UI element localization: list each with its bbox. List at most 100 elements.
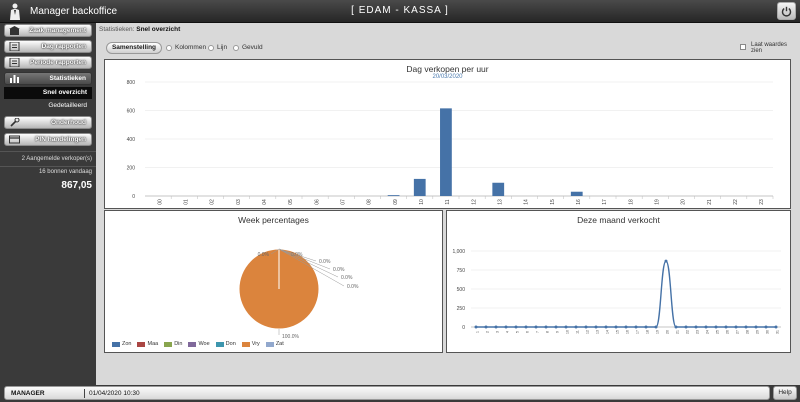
x-tick-label: 16 <box>576 199 582 205</box>
submenu-snel-overzicht[interactable]: Snel overzicht <box>4 87 92 99</box>
menu-statistieken[interactable]: Statistieken <box>4 72 92 85</box>
radio-label: Lijn <box>217 44 228 51</box>
data-point <box>544 325 548 329</box>
legend-label: Don <box>225 341 236 347</box>
x-tick-label: 30 <box>765 330 769 334</box>
data-point <box>664 259 668 263</box>
legend-swatch <box>265 341 274 347</box>
data-point <box>494 325 498 329</box>
hourly-bar-chart: 0 200 400 600 800 00 01 02 03 04 05 06 07 08 09 10 11 12 1… <box>127 80 774 205</box>
series-line <box>475 260 776 328</box>
x-tick-label: 03 <box>236 199 242 205</box>
x-tick-label: 18 <box>645 330 649 334</box>
chart-title: Week percentages <box>238 215 309 225</box>
data-point <box>594 325 598 329</box>
data-point <box>484 325 488 329</box>
show-values-checkbox[interactable] <box>740 44 746 50</box>
legend-item[interactable]: Vry <box>241 341 260 347</box>
separator <box>84 389 85 398</box>
legend-item[interactable]: Woe <box>188 341 210 347</box>
x-tick-label: 22 <box>685 330 689 334</box>
menu-label: Dag rapporten <box>41 43 86 50</box>
menu-zaak-management[interactable]: Zaak management <box>4 24 92 37</box>
legend-item[interactable]: Din <box>164 341 182 347</box>
show-values-line2: zien <box>751 48 763 54</box>
pie-value-label: 0.0% <box>258 252 270 258</box>
x-tick-label: 14 <box>605 330 609 334</box>
sales-total: 867,05 <box>61 180 92 191</box>
data-point <box>474 325 478 329</box>
data-point <box>554 325 558 329</box>
data-point <box>504 325 508 329</box>
radio-lijn[interactable]: Lijn <box>208 44 227 51</box>
x-tick-label: 00 <box>157 199 163 205</box>
bar-chart-icon <box>10 75 19 83</box>
x-tick-label: 20 <box>665 330 669 334</box>
y-tick-label: 750 <box>457 268 466 274</box>
x-tick-label: 4 <box>505 331 509 333</box>
menu-dag-rapporten[interactable]: Dag rapporten <box>4 40 92 53</box>
report-icon <box>9 42 20 51</box>
pie-value-label: 0.0% <box>341 275 353 281</box>
week-pie-chart: 0.0%0.0%0.0%0.0%0.0%100.0%0.0% <box>238 248 359 339</box>
user-box: MANAGER 01/04/2020 10:30 <box>4 386 770 400</box>
bar <box>440 108 452 196</box>
legend-item[interactable]: Zon <box>112 341 131 347</box>
x-tick-label: 18 <box>628 199 634 205</box>
submenu-gedetailleerd[interactable]: Gedetailleerd <box>4 100 92 112</box>
radio-gevuld[interactable]: Gevuld <box>233 44 263 51</box>
legend-label: Maa <box>147 341 159 347</box>
x-tick-label: 10 <box>419 199 425 205</box>
radio-circle-icon <box>166 44 172 51</box>
data-point <box>514 325 518 329</box>
x-tick-label: 10 <box>565 330 569 334</box>
x-tick-label: 04 <box>262 199 268 205</box>
menu-label: Periode rapporten <box>30 59 86 66</box>
receipts-count: 16 bonnen vandaag <box>38 169 92 175</box>
label-connector <box>270 248 280 255</box>
menu-onderhoud[interactable]: Onderhoud <box>4 116 92 129</box>
radio-circle-icon <box>208 44 214 51</box>
menu-periode-rapporten[interactable]: Periode rapporten <box>4 56 92 69</box>
y-tick-label: 600 <box>127 109 136 115</box>
radio-circle-icon <box>233 44 239 51</box>
main-content: Statistieken: Snel overzicht Samenstelli… <box>96 23 800 385</box>
data-point <box>614 325 618 329</box>
y-tick-label: 250 <box>457 306 466 312</box>
x-tick-label: 26 <box>725 330 729 334</box>
sidebar: Zaak management Dag rapporten Periode ra… <box>0 23 96 385</box>
radio-kolommen[interactable]: Kolommen <box>166 44 206 51</box>
x-tick-label: 29 <box>755 330 759 334</box>
x-tick-label: 31 <box>775 330 779 334</box>
x-tick-label: 11 <box>575 330 579 334</box>
x-tick-label: 22 <box>733 199 739 205</box>
pie-value-label: 100.0% <box>282 334 300 339</box>
label-connector <box>278 248 339 278</box>
waiter-logo-icon <box>10 3 20 20</box>
data-point <box>714 325 718 329</box>
x-tick-label: 19 <box>655 199 661 205</box>
legend-label: Zat <box>275 341 284 347</box>
samenstelling-button[interactable]: Samenstelling <box>106 42 162 54</box>
data-point <box>704 325 708 329</box>
chart-title: Dag verkopen per uur <box>406 64 489 74</box>
x-tick-label: 20 <box>681 199 687 205</box>
data-point <box>574 325 578 329</box>
legend-item[interactable]: Don <box>215 341 236 347</box>
current-user: MANAGER <box>11 390 45 397</box>
y-tick-label: 0 <box>132 194 135 200</box>
x-tick-label: 8 <box>545 331 549 333</box>
x-tick-label: 15 <box>550 199 556 205</box>
data-point <box>724 325 728 329</box>
card-icon <box>9 135 20 144</box>
help-button[interactable]: Help <box>773 386 797 400</box>
legend-item[interactable]: Maa <box>137 341 158 347</box>
radio-label: Gevuld <box>242 44 263 51</box>
power-button[interactable] <box>777 2 796 20</box>
legend-item[interactable]: Zat <box>265 341 284 347</box>
store-icon <box>9 26 20 35</box>
legend-swatch <box>137 341 146 347</box>
menu-pin-handelingen[interactable]: PIN handelingen <box>4 133 92 146</box>
x-tick-label: 15 <box>615 330 619 334</box>
top-bar: Manager backoffice [ EDAM - KASSA ] <box>0 0 800 23</box>
